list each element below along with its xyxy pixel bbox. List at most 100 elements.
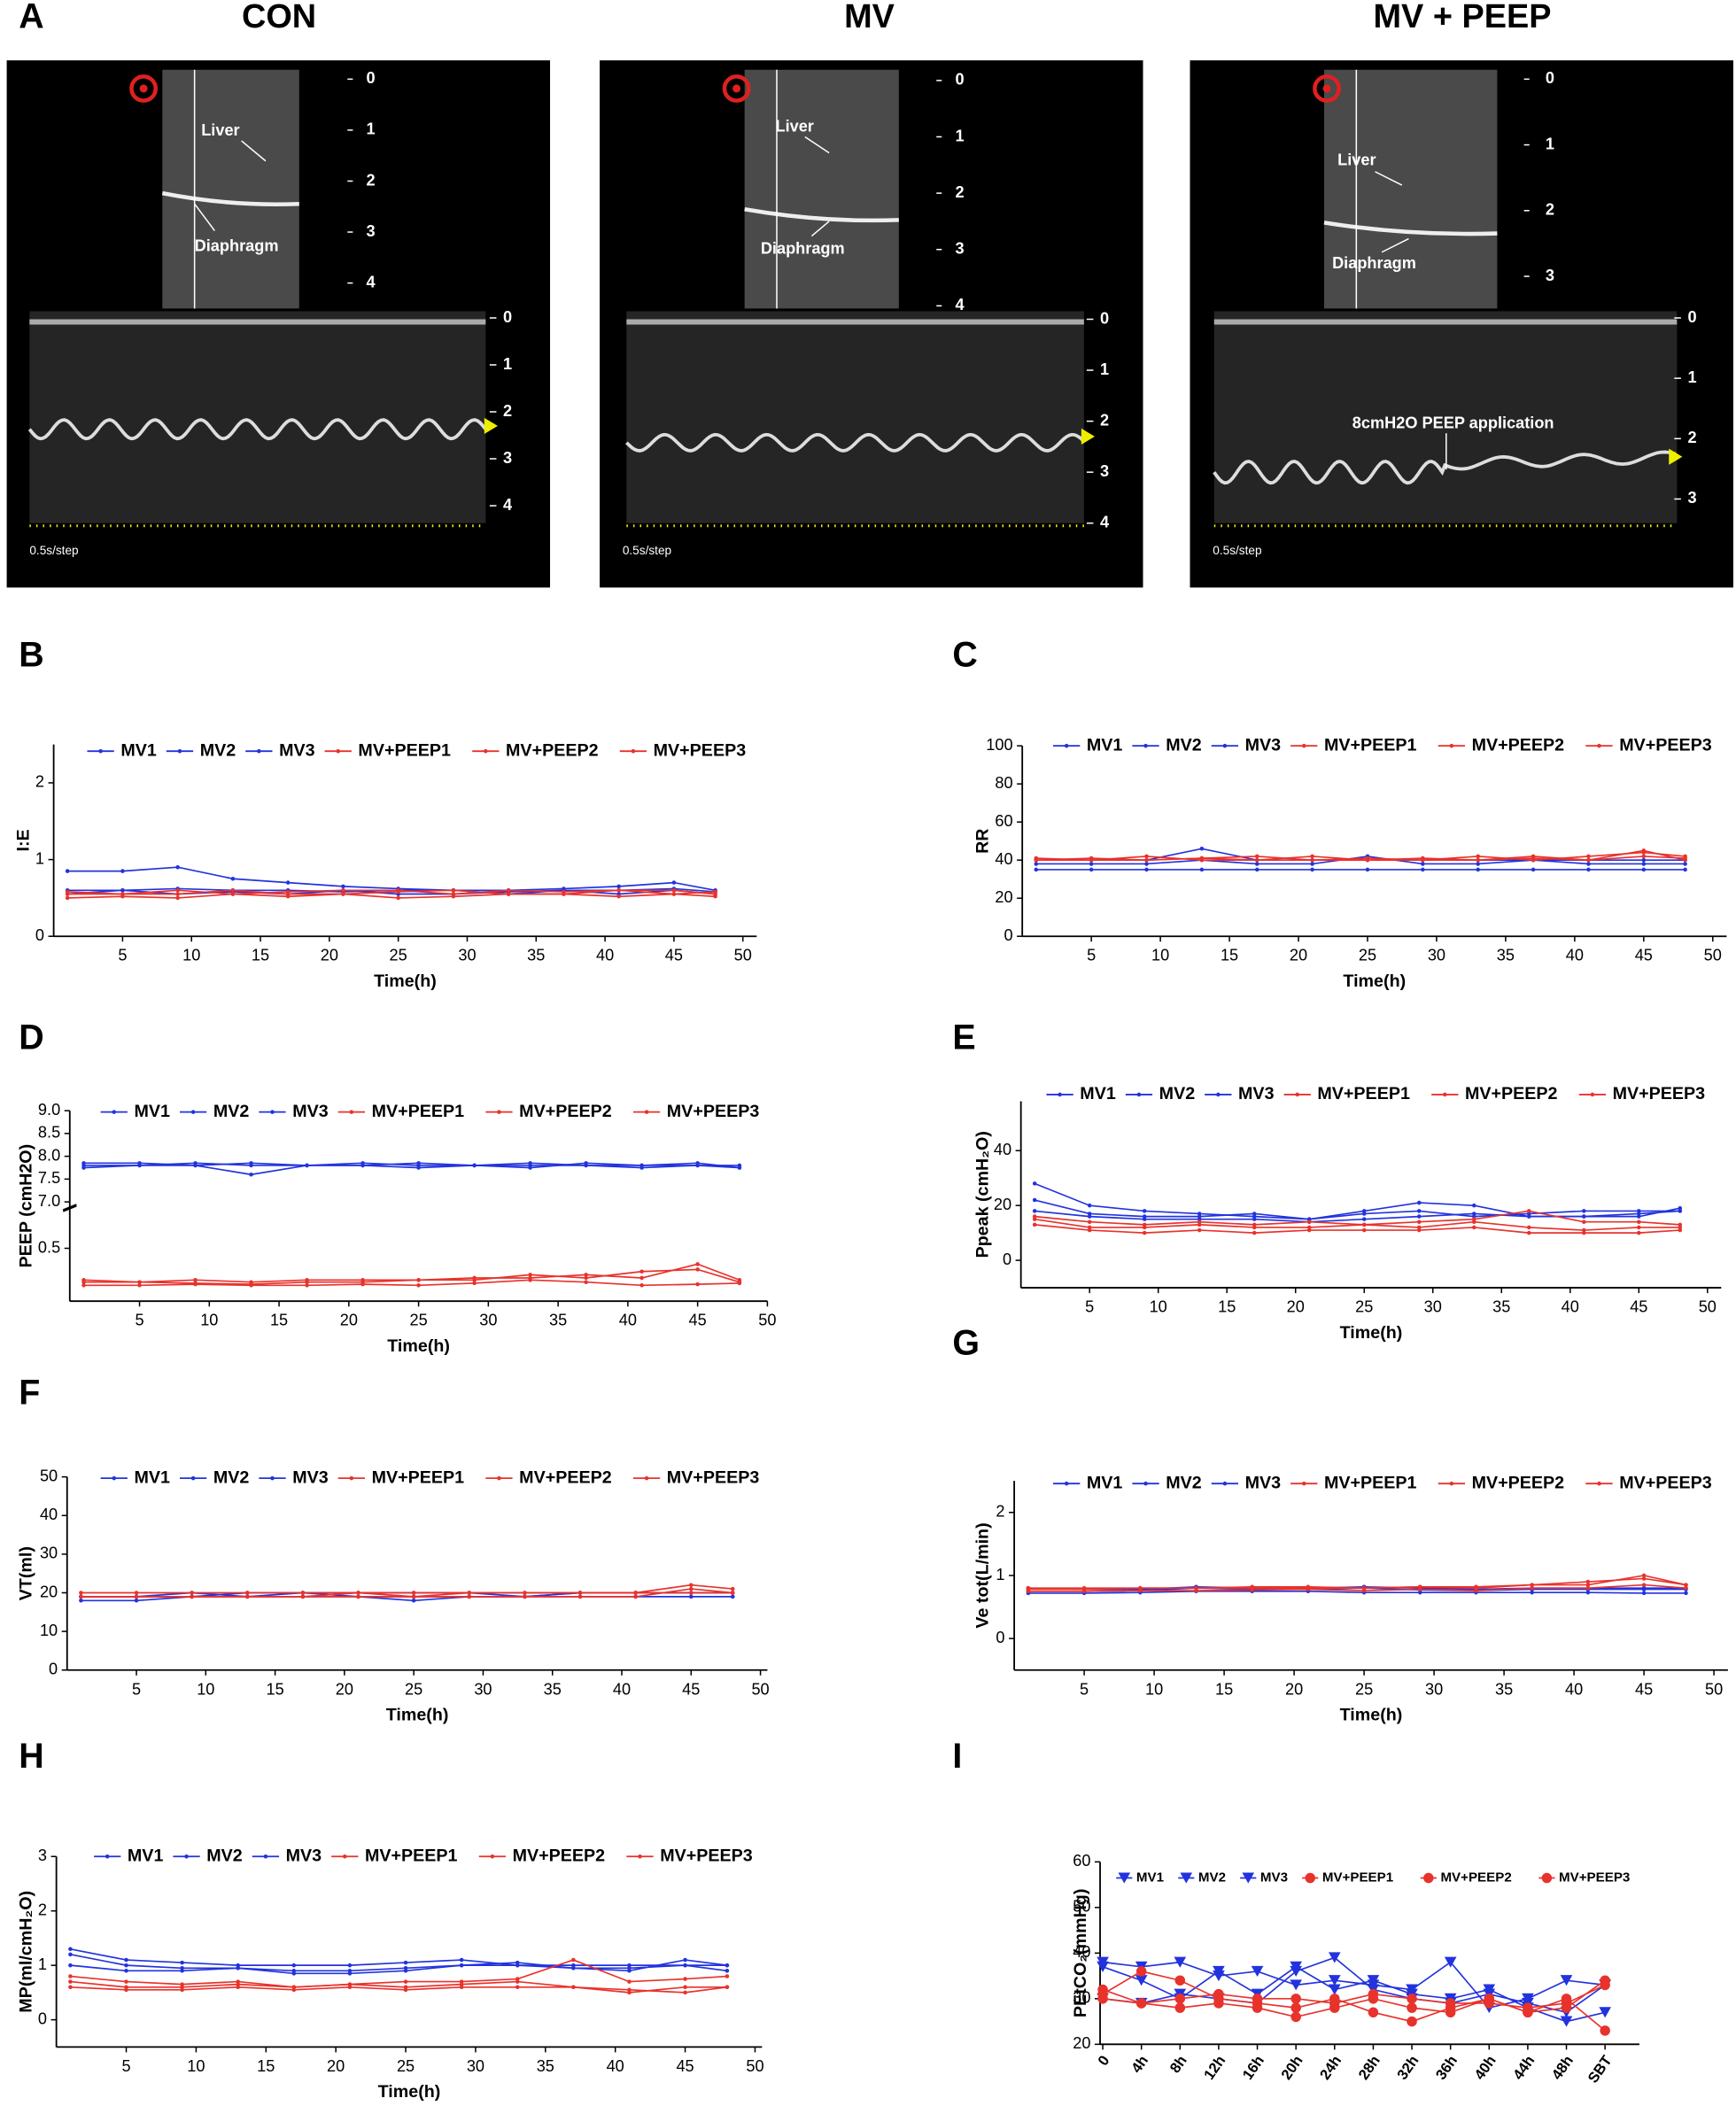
series-line	[1102, 1961, 1606, 2009]
legend-marker	[190, 1110, 196, 1114]
data-point	[1527, 1225, 1531, 1230]
annotation-arrow	[194, 203, 215, 231]
data-point	[730, 1586, 735, 1591]
legend-label: MV+PEEP3	[1613, 1084, 1706, 1103]
data-point	[523, 1594, 527, 1599]
data-point	[1586, 857, 1591, 863]
data-point	[639, 1269, 644, 1274]
x-tick-label: 20	[1290, 947, 1307, 964]
data-point	[1290, 1994, 1301, 2004]
x-tick-label: 45	[689, 1312, 707, 1329]
x-tick-label: 45	[682, 1680, 700, 1698]
data-point	[1641, 1576, 1647, 1581]
legend-label: MV1	[1087, 1473, 1123, 1492]
data-point	[528, 1273, 532, 1277]
data-point	[175, 895, 180, 901]
x-tick-label: 0	[1095, 2052, 1113, 2068]
data-point	[1560, 1975, 1573, 1986]
y-tick-label: 0.5	[38, 1238, 60, 1256]
data-point	[523, 1591, 527, 1595]
data-point	[1367, 1975, 1380, 1986]
data-point	[1476, 862, 1480, 866]
data-point	[347, 1963, 353, 1968]
legend-label: MV+PEEP1	[358, 740, 451, 760]
data-point	[403, 1985, 408, 1990]
x-tick-label: 20	[340, 1312, 358, 1329]
data-point	[1032, 1181, 1037, 1186]
x-tick-label: 40	[619, 1312, 637, 1329]
data-point	[411, 1598, 416, 1603]
data-point	[584, 1273, 588, 1277]
data-point	[627, 1987, 632, 1993]
data-point	[1531, 867, 1536, 872]
data-point	[68, 1974, 73, 1978]
legend-marker	[1301, 1481, 1306, 1486]
data-point	[291, 1985, 297, 1990]
data-point	[1135, 1966, 1147, 1977]
legend-marker	[105, 1854, 110, 1859]
data-point	[1328, 1952, 1341, 1963]
data-point	[360, 1281, 365, 1287]
data-point	[1026, 1585, 1031, 1591]
data-point	[291, 1963, 297, 1968]
annotation: Liver	[1337, 151, 1376, 169]
data-point	[639, 1283, 644, 1288]
data-point	[360, 1278, 365, 1282]
data-point	[671, 892, 677, 896]
data-point	[1250, 1585, 1254, 1591]
legend-label: MV+PEEP2	[1472, 1473, 1565, 1492]
x-tick-label: 5	[132, 1680, 141, 1698]
data-point	[1097, 1984, 1108, 1995]
data-point	[725, 1969, 730, 1973]
data-point	[1254, 854, 1259, 859]
data-point	[1530, 1585, 1534, 1591]
data-point	[1641, 1585, 1647, 1591]
x-tick-label: 25	[1355, 1680, 1373, 1698]
depth-label: 2	[1100, 411, 1109, 429]
data-point	[1361, 1217, 1367, 1221]
data-point	[1683, 857, 1687, 863]
y-tick-label: 40	[1073, 1943, 1090, 1961]
legend-label: MV+PEEP3	[667, 1102, 760, 1121]
depth-label: 0	[367, 69, 376, 87]
legend-label: MV2	[1159, 1084, 1196, 1103]
data-point	[1087, 1219, 1092, 1225]
data-point	[1421, 856, 1425, 861]
x-tick-label: 50	[758, 1312, 776, 1329]
data-point	[1678, 1222, 1683, 1227]
y-tick-label: 8.0	[38, 1146, 60, 1164]
data-point	[1252, 1212, 1257, 1216]
data-point	[1416, 1209, 1422, 1213]
y-tick-label: 100	[986, 736, 1012, 754]
data-point	[1684, 1583, 1688, 1587]
data-point	[1683, 862, 1687, 866]
diaphragm-trace	[1213, 450, 1677, 485]
data-point	[1290, 1965, 1302, 1977]
data-point	[725, 1974, 730, 1978]
data-point	[1310, 854, 1314, 859]
x-tick-label: 25	[1359, 947, 1376, 964]
x-tick-label: 20	[327, 2057, 345, 2075]
data-point	[356, 1591, 360, 1595]
data-point	[1097, 1994, 1108, 2004]
diaphragm-echo	[161, 190, 299, 207]
x-tick-label: 10	[1151, 947, 1169, 964]
depth-label: 0	[1546, 69, 1554, 87]
x-tick-label: 12h	[1200, 2052, 1228, 2082]
data-point	[403, 1979, 408, 1984]
data-point	[81, 1165, 86, 1170]
data-point	[1138, 1585, 1143, 1591]
x-tick-label: 30	[1428, 947, 1445, 964]
x-tick-label: 25	[405, 1680, 422, 1698]
data-point	[1089, 862, 1094, 866]
data-point	[79, 1598, 83, 1603]
depth-label: 1	[1546, 135, 1554, 152]
legend-label: MV+PEEP2	[519, 1467, 612, 1487]
x-tick-label: 10	[1145, 1680, 1163, 1698]
data-point	[528, 1275, 532, 1281]
legend-marker	[497, 1110, 501, 1114]
data-point	[1144, 854, 1149, 859]
data-point	[451, 894, 456, 899]
data-point	[451, 887, 456, 893]
data-point	[1416, 1200, 1422, 1205]
